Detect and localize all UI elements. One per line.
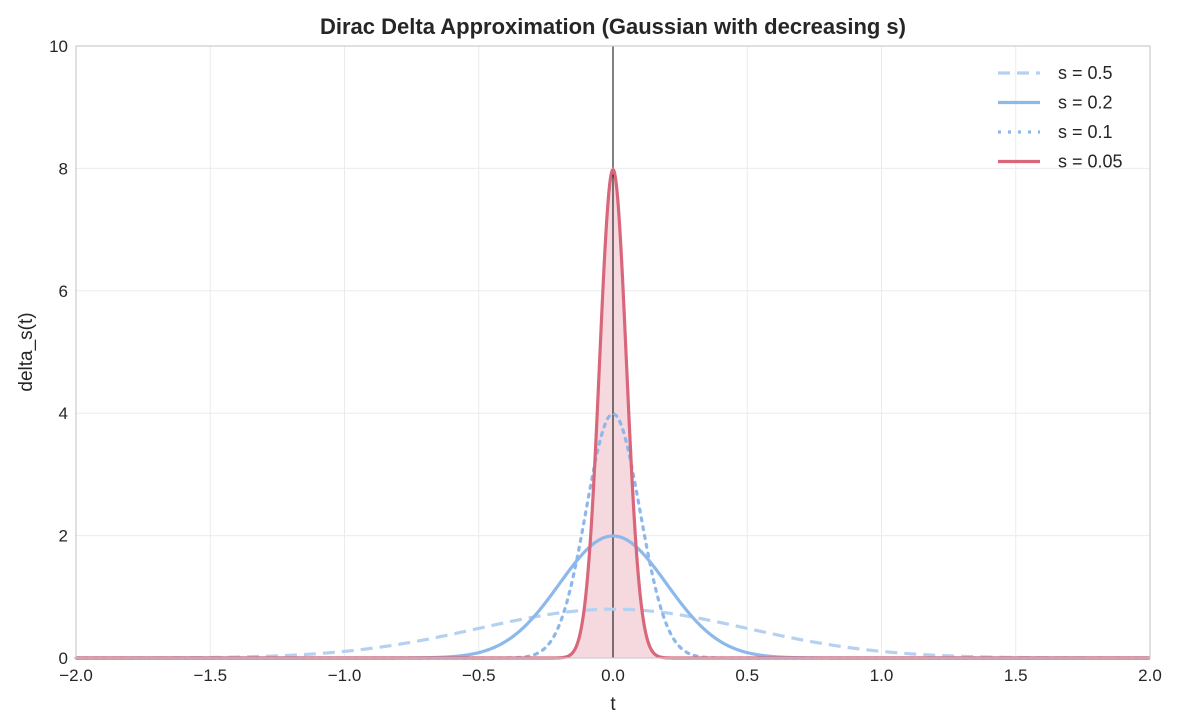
x-tick-label: 1.5 bbox=[1004, 666, 1028, 685]
y-tick-label: 2 bbox=[59, 527, 68, 546]
legend-label: s = 0.1 bbox=[1058, 122, 1113, 142]
x-tick-label: 0.0 bbox=[601, 666, 625, 685]
x-tick-label: 2.0 bbox=[1138, 666, 1162, 685]
legend-label: s = 0.05 bbox=[1058, 152, 1123, 172]
y-axis-label: delta_s(t) bbox=[16, 312, 37, 391]
y-ticks: 0 2 4 6 8 10 bbox=[49, 37, 68, 668]
x-tick-label: −1.5 bbox=[193, 666, 227, 685]
plot-frame bbox=[75, 45, 1151, 659]
x-tick-label: 1.0 bbox=[870, 666, 894, 685]
y-tick-label: 8 bbox=[59, 159, 68, 178]
legend-label: s = 0.2 bbox=[1058, 93, 1113, 113]
x-axis-label: t bbox=[610, 694, 616, 715]
y-tick-label: 6 bbox=[59, 282, 68, 301]
legend-label: s = 0.5 bbox=[1058, 63, 1113, 83]
x-ticks: −2.0 −1.5 −1.0 −0.5 0.0 0.5 1.0 1.5 2.0 bbox=[59, 666, 1162, 685]
chart-title: Dirac Delta Approximation (Gaussian with… bbox=[320, 14, 906, 39]
x-tick-label: 0.5 bbox=[735, 666, 759, 685]
x-tick-label: −0.5 bbox=[462, 666, 496, 685]
x-tick-label: −1.0 bbox=[328, 666, 362, 685]
x-tick-label: −2.0 bbox=[59, 666, 93, 685]
legend: s = 0.5 s = 0.2 s = 0.1 s = 0.05 bbox=[998, 63, 1123, 172]
y-tick-label: 4 bbox=[59, 404, 68, 423]
y-tick-label: 0 bbox=[59, 649, 68, 668]
y-tick-label: 10 bbox=[49, 37, 68, 56]
